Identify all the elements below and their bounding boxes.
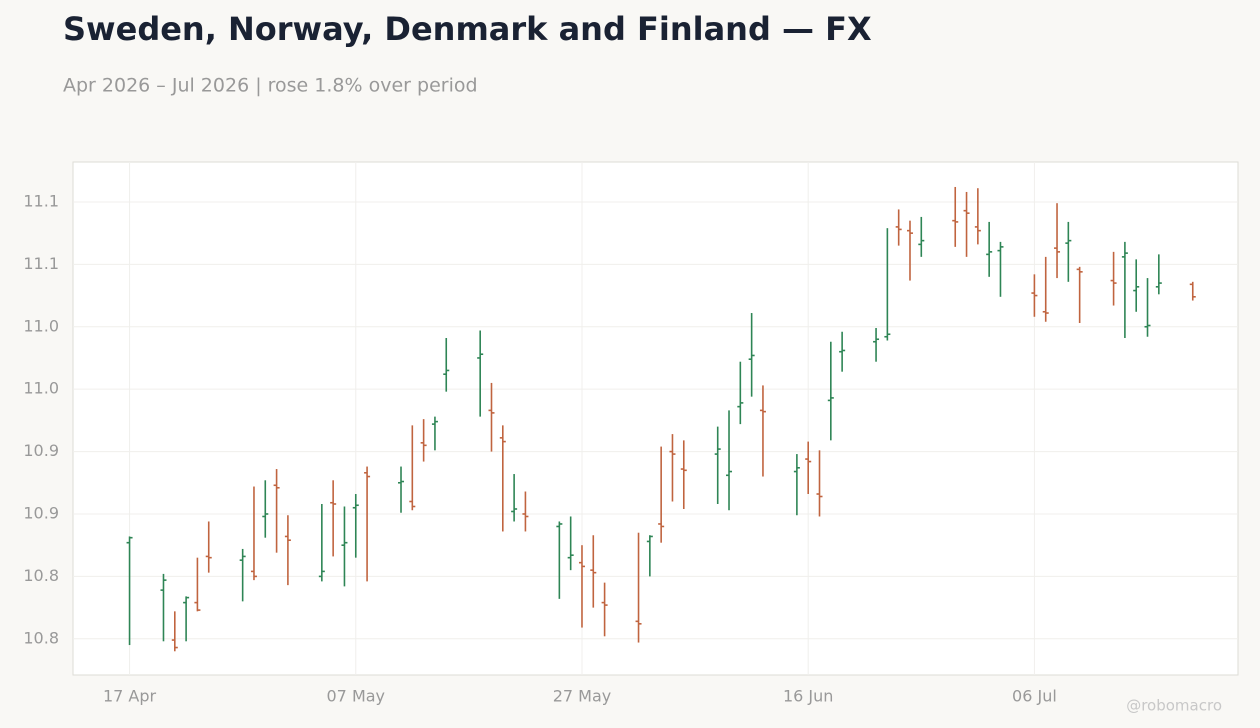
x-tick-label: 27 May (553, 687, 612, 706)
x-tick-label: 17 Apr (103, 687, 157, 706)
chart-subtitle: Apr 2026 – Jul 2026 | rose 1.8% over per… (63, 75, 478, 97)
chart-title: Sweden, Norway, Denmark and Finland — FX (63, 10, 872, 48)
watermark: @robomacro (1126, 697, 1222, 715)
plot-area (72, 161, 1239, 676)
y-tick-label: 10.8 (23, 628, 59, 647)
x-tick-label: 16 Jun (783, 687, 833, 706)
y-tick-label: 11.1 (23, 191, 59, 210)
y-tick-label: 10.9 (23, 441, 59, 460)
y-tick-label: 10.8 (23, 566, 59, 585)
y-tick-label: 11.1 (23, 254, 59, 273)
y-tick-label: 11.0 (23, 316, 59, 335)
y-tick-label: 11.0 (23, 379, 59, 398)
x-tick-label: 06 Jul (1012, 687, 1057, 706)
y-tick-label: 10.9 (23, 503, 59, 522)
x-tick-label: 07 May (327, 687, 386, 706)
